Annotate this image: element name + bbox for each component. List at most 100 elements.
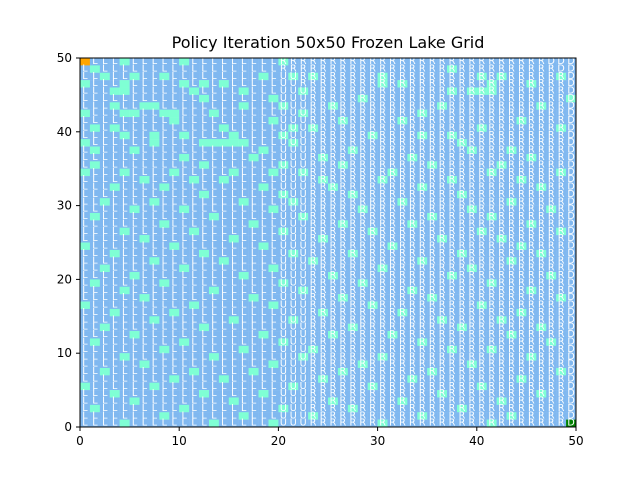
frozen-cell (149, 65, 160, 73)
policy-letter: R (340, 93, 347, 104)
frozen-cell (407, 65, 418, 73)
hole-cell (238, 87, 249, 96)
frozen-cell (427, 131, 438, 140)
policy-letter: R (379, 63, 386, 74)
x-tick-label: 10 (172, 434, 187, 448)
frozen-cell (347, 94, 358, 103)
frozen-cell (367, 58, 378, 66)
hole-cell (119, 87, 130, 96)
frozen-cell (248, 131, 259, 140)
hole-cell (486, 80, 497, 88)
frozen-cell (218, 72, 229, 81)
policy-letter: R (300, 78, 307, 89)
policy-letter: L (152, 122, 158, 133)
policy-letter: R (399, 130, 406, 141)
frozen-cell (248, 124, 259, 132)
policy-letter: R (369, 122, 376, 133)
policy-letter: R (369, 100, 376, 111)
policy-letter: R (459, 115, 466, 126)
policy-letter: R (558, 86, 565, 97)
frozen-cell (536, 72, 547, 81)
policy-letter: L (251, 122, 257, 133)
policy-letter: L (271, 71, 277, 82)
policy-letter: L (112, 130, 118, 141)
policy-letter: R (379, 130, 386, 141)
frozen-cell (189, 72, 200, 81)
policy-letter: R (439, 100, 446, 111)
policy-letter: R (409, 63, 416, 74)
frozen-cell (139, 72, 150, 81)
policy-letter: R (419, 63, 426, 74)
frozen-cell (486, 94, 497, 103)
frozen-cell (387, 72, 398, 81)
frozen-cell (159, 87, 170, 96)
policy-letter: R (538, 115, 545, 126)
frozen-cell (526, 124, 537, 132)
policy-letter: R (349, 56, 356, 67)
policy-letter: L (251, 115, 257, 126)
hole-cell (447, 131, 458, 140)
policy-letter: L (261, 100, 267, 111)
frozen-cell (80, 117, 91, 125)
frozen-cell (199, 124, 210, 132)
policy-letter: R (330, 130, 337, 141)
policy-letter: R (409, 71, 416, 82)
frozen-cell (367, 72, 378, 81)
hole-cell (139, 102, 150, 110)
frozen-cell (486, 102, 497, 110)
frozen-cell (526, 65, 537, 73)
policy-letter: U (280, 100, 287, 111)
frozen-cell (417, 72, 428, 81)
policy-letter: D (567, 115, 574, 126)
frozen-cell (456, 117, 468, 125)
policy-letter: R (528, 93, 535, 104)
frozen-cell (248, 87, 259, 96)
policy-letter: L (261, 137, 267, 148)
frozen-cell (139, 87, 150, 96)
policy-letter: R (449, 108, 456, 119)
policy-letter: R (439, 78, 446, 89)
policy-letter: R (558, 108, 565, 119)
policy-letter: R (469, 122, 476, 133)
policy-letter: R (349, 63, 356, 74)
frozen-cell (129, 65, 140, 73)
policy-letter: R (409, 56, 416, 67)
frozen-cell (258, 117, 269, 125)
policy-letter: R (359, 137, 366, 148)
frozen-cell (318, 139, 329, 147)
hole-cell (208, 109, 220, 118)
frozen-cell (397, 131, 408, 140)
frozen-cell (238, 124, 249, 132)
policy-letter: L (251, 78, 257, 89)
policy-letter: L (92, 115, 98, 126)
frozen-cell (129, 58, 140, 66)
policy-letter: R (469, 108, 476, 119)
policy-letter: L (102, 86, 108, 97)
policy-letter: R (548, 115, 555, 126)
frozen-cell (526, 117, 537, 125)
hole-cell (218, 139, 229, 147)
hole-cell (397, 117, 408, 125)
frozen-cell (437, 87, 448, 96)
frozen-cell (566, 58, 577, 66)
policy-letter: U (280, 71, 287, 82)
frozen-cell (377, 109, 388, 118)
policy-letter: R (488, 86, 495, 97)
policy-letter: L (142, 115, 148, 126)
policy-letter: R (419, 93, 426, 104)
frozen-cell (179, 124, 190, 132)
frozen-cell (516, 109, 527, 118)
policy-letter: R (290, 56, 297, 67)
policy-letter: R (429, 130, 436, 141)
policy-letter: R (528, 130, 535, 141)
policy-letter: U (280, 93, 287, 104)
frozen-cell (486, 58, 497, 66)
policy-letter: L (191, 137, 197, 148)
policy-letter: R (389, 56, 396, 67)
policy-letter: L (251, 100, 257, 111)
policy-letter: R (478, 93, 485, 104)
policy-letter: R (330, 93, 337, 104)
frozen-cell (288, 87, 299, 96)
frozen-cell (337, 139, 349, 147)
policy-letter: R (518, 56, 525, 67)
